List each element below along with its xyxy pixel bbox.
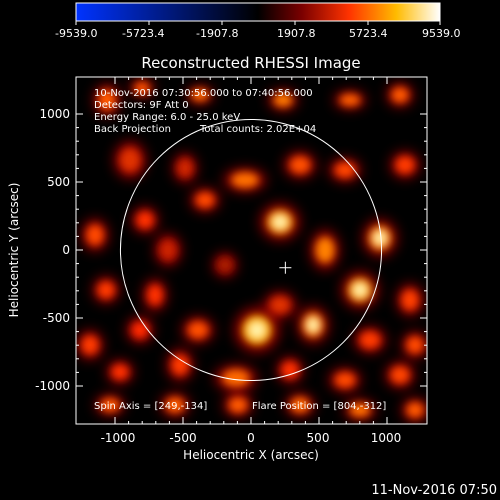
y-tick-label: -1000 [35,379,70,393]
colorbar-tick-label: 1907.8 [277,27,316,40]
emission-blob-core [136,211,154,229]
x-tick-label: -500 [169,431,196,445]
emission-blob-core [134,82,150,94]
emission-blob-core [334,162,356,178]
y-axis-label: Heliocentric Y (arcsec) [7,183,21,318]
axis-ticks [76,77,427,424]
emission-blob-core [289,156,311,174]
info-energy-range: Energy Range: 6.0 - 25.0 keV [94,112,240,123]
emission-blob-core [111,364,129,380]
emission-blob-core [195,192,215,208]
emission-blob-core [187,321,209,339]
plot-title: Reconstructed RHESSI Image [141,54,360,72]
spin-axis-label: Spin Axis = [249,-134] [94,401,207,412]
emission-blob-core [97,281,115,299]
emission-blob-core [228,397,248,413]
emission-blob-core [177,158,193,178]
y-tick-label: 1000 [39,107,70,121]
emission-blob-core [147,284,163,306]
emission-blob-core [395,156,415,174]
emission-blob-core [391,87,409,103]
emission-blob-core [98,89,116,111]
emission-blob-peak [354,284,366,296]
colorbar-tick-label: -9539.0 [55,27,97,40]
y-tick-label: 0 [62,243,70,257]
emission-blob-peak [250,323,264,337]
x-tick-label: 1000 [371,431,402,445]
emission-blob-peak [274,216,286,228]
emission-blob-core [401,289,419,311]
x-axis-label: Heliocentric X (arcsec) [183,448,319,462]
info-time-range: 10-Nov-2016 07:30:56.000 to 07:40:56.000 [94,88,313,99]
info-detectors: Detectors: 9F Att 0 [94,100,189,111]
emission-blob-core [131,321,149,339]
x-tick-labels: -1000 -500 0 500 1000 [101,431,402,445]
emission-blob-core [269,296,291,314]
emission-blob-core [273,93,293,107]
emission-blob-core [222,369,250,387]
colorbar-tick-label: 9539.0 [422,27,461,40]
info-method: Back Projection [94,124,171,135]
emission-blob-core [315,237,335,263]
rhessi-image [76,77,427,424]
emission-blob-core [349,403,371,417]
colorbar-tick-label: -1907.8 [196,27,238,40]
emission-blob-core [100,398,120,412]
emission-blob-core [159,239,177,261]
emission-blob-core [281,361,299,379]
emission-blob-core [359,331,381,349]
plot-timestamp: 11-Nov-2016 07:50 [371,483,497,498]
colorbar: -9539.0 -5723.4 -1907.8 1907.8 5723.4 95… [55,2,461,40]
emission-blob-core [290,397,310,413]
solar-limb-circle [119,118,383,382]
x-tick-label: -1000 [101,431,136,445]
emission-blob-core [231,172,259,188]
x-tick-label: 500 [307,431,330,445]
y-tick-labels: 1000 500 0 -500 -1000 [35,107,70,393]
info-panel: 10-Nov-2016 07:30:56.000 to 07:40:56.000… [94,88,316,135]
colorbar-tick-label: 5723.4 [349,27,388,40]
y-tick-label: 500 [47,175,70,189]
emission-blob-core [165,397,185,413]
emission-blob-core [339,94,361,106]
info-total-counts: Total counts: 2.02E+04 [199,124,316,135]
emission-blob-core [406,402,424,418]
x-tick-label: 0 [247,431,255,445]
y-tick-label: -500 [43,311,70,325]
emission-blob-core [171,354,189,376]
emission-blob-peak [374,232,386,244]
flare-position-label: Flare Position = [804,-312] [252,401,386,412]
emission-blob-core [81,335,99,355]
emission-blob-core [406,336,424,354]
emission-blob-core [334,372,356,388]
emission-blob-peak [308,319,318,331]
colorbar-tick-label: -5723.4 [122,27,164,40]
emission-blob-core [217,257,233,273]
emission-blob-core [86,224,104,246]
emission-blob-core [191,89,209,101]
spin-axis-marker [279,261,292,274]
emission-blob-core [119,148,141,172]
emission-blob-core [390,366,410,384]
